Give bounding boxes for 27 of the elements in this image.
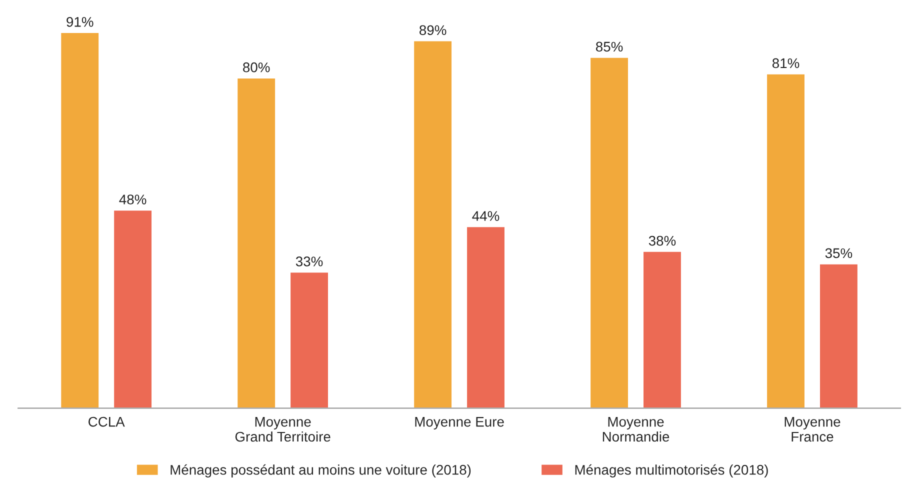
data-label: 35% bbox=[825, 248, 852, 258]
data-label: 38% bbox=[648, 236, 676, 246]
bar bbox=[818, 262, 859, 408]
data-label: 85% bbox=[596, 42, 623, 52]
legend-label: Ménages multimotorisés (2018) bbox=[575, 464, 768, 478]
data-label: 44% bbox=[472, 211, 500, 221]
bar bbox=[766, 72, 806, 408]
data-label: 80% bbox=[243, 62, 270, 72]
bar bbox=[642, 250, 682, 408]
x-tick-label: Moyenne Grand Territoire bbox=[235, 417, 330, 442]
data-label: 33% bbox=[296, 256, 323, 266]
data-label: 91% bbox=[66, 16, 94, 27]
legend-label: Ménages possédant au moins une voiture (2018) bbox=[170, 464, 471, 478]
data-label: 89% bbox=[420, 25, 446, 36]
bar bbox=[112, 209, 153, 408]
x-tick-label: Moyenne France bbox=[784, 417, 840, 442]
bar bbox=[412, 40, 453, 408]
data-label: 81% bbox=[772, 58, 800, 68]
bar bbox=[60, 32, 100, 408]
x-tick-label: CCLA bbox=[88, 416, 125, 427]
bar bbox=[289, 271, 330, 408]
x-tick-label: Moyenne Eure bbox=[415, 417, 504, 430]
x-tick-label: Moyenne Normandie bbox=[602, 417, 670, 442]
data-label: 48% bbox=[119, 194, 146, 204]
bar bbox=[589, 56, 630, 408]
bar bbox=[236, 77, 276, 408]
bar bbox=[466, 226, 506, 408]
